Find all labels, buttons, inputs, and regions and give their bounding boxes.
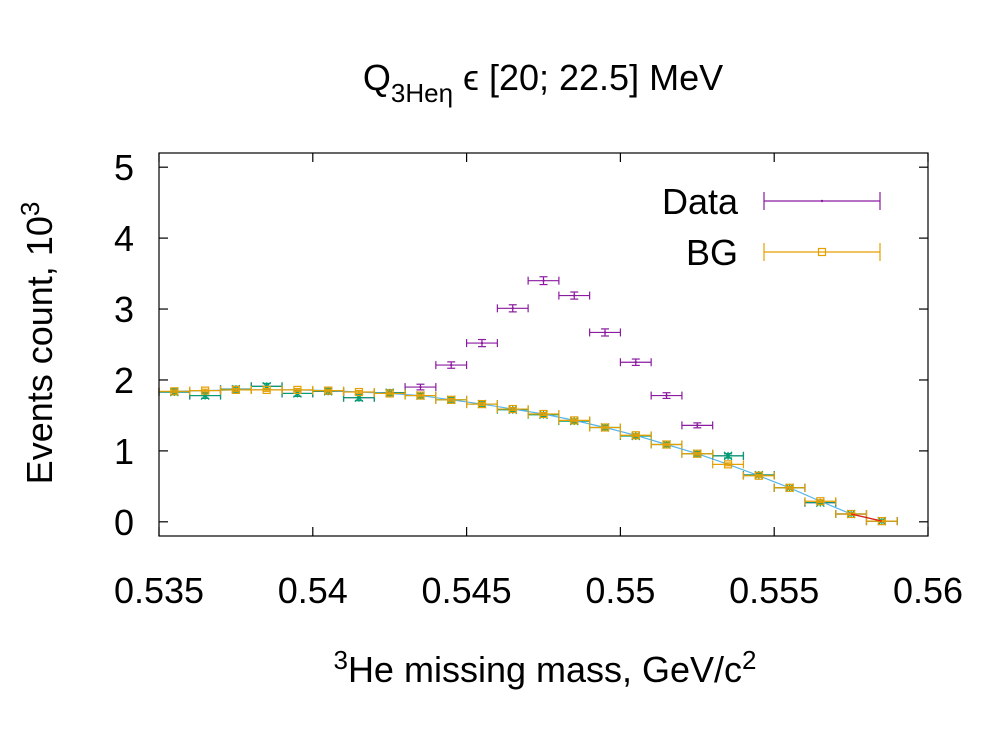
- legend: Data BG: [662, 181, 881, 273]
- signal-fit-point-1: [200, 391, 210, 400]
- y-axis-label-superscript: 3: [15, 202, 45, 216]
- bg-point-8: [416, 391, 425, 400]
- signal-fit-point-6: [354, 393, 364, 403]
- bg-point-22: [846, 509, 856, 519]
- x-tick-label: 0.545: [422, 570, 512, 611]
- fit-tail-line: [850, 513, 882, 522]
- plot-frame: [158, 152, 929, 537]
- y-tick-label: 0: [114, 502, 134, 543]
- bg-point-17: [693, 449, 702, 458]
- bg-point-15: [631, 431, 640, 440]
- x-axis-label-main: He missing mass, GeV/c: [348, 649, 742, 690]
- x-axis-label: 3He missing mass, GeV/c2: [333, 645, 756, 690]
- legend-label-data: Data: [662, 181, 739, 222]
- chart-title-subscript: 3Heη: [391, 78, 453, 108]
- bg-point-11: [508, 404, 517, 414]
- bg-point-23: [877, 517, 886, 526]
- bg-point-10: [477, 399, 487, 409]
- chart-title: Q3Heη ϵ [20; 22.5] MeV: [363, 57, 723, 108]
- x-axis-label-trailing-superscript: 2: [742, 645, 756, 675]
- data-point-15: [634, 361, 637, 364]
- data-point-10: [480, 341, 484, 345]
- bg-point-1: [201, 386, 210, 395]
- x-tick-label: 0.54: [278, 570, 348, 611]
- data-point-9: [450, 363, 453, 367]
- series-fit-tail: [850, 513, 882, 522]
- bg-point-14: [600, 423, 610, 432]
- chart-title-main: Q: [363, 57, 391, 98]
- series-signal-fit: [158, 381, 898, 526]
- bg-point-3: [262, 385, 271, 394]
- bg-point-9: [447, 395, 456, 404]
- data-point-14: [603, 331, 607, 334]
- x-tick-label: 0.555: [729, 570, 819, 611]
- data-point-13: [573, 294, 576, 297]
- legend-marker-data: [820, 199, 824, 203]
- bg-point-7: [385, 389, 394, 398]
- bg-point-2: [231, 385, 240, 394]
- legend-label-bg: BG: [686, 232, 738, 273]
- axis-ticks: 0.535 0.54 0.545 0.55 0.555 0.56 0 1 2 3 4 5: [114, 147, 963, 611]
- bg-point-20: [785, 483, 794, 492]
- x-tick-label: 0.56: [893, 570, 963, 611]
- data-point-12: [542, 279, 545, 282]
- bg-point-5: [324, 386, 333, 395]
- data-point-17: [696, 424, 699, 427]
- data-point-11: [511, 307, 514, 310]
- signal-fit-point-18: [723, 451, 733, 461]
- bg-point-16: [662, 440, 671, 449]
- x-tick-label: 0.535: [114, 570, 204, 611]
- x-tick-label: 0.55: [585, 570, 655, 611]
- bg-point-19: [754, 471, 763, 480]
- bg-point-4: [293, 385, 302, 394]
- y-tick-label: 5: [114, 147, 134, 188]
- data-point-16: [665, 394, 668, 397]
- series-bg: [158, 385, 898, 526]
- bg-point-12: [539, 409, 548, 419]
- y-tick-label: 2: [114, 360, 134, 401]
- bg-point-0: [170, 387, 179, 396]
- x-axis-label-superscript: 3: [333, 645, 347, 675]
- bg-point-6: [354, 387, 364, 397]
- y-tick-label: 1: [114, 431, 134, 472]
- series-layer: [158, 276, 898, 526]
- y-tick-label: 4: [114, 218, 134, 259]
- y-axis-label: Events count, 103: [15, 202, 60, 485]
- chart-title-rest: ϵ [20; 22.5] MeV: [453, 57, 723, 98]
- bg-point-21: [816, 497, 825, 506]
- y-axis-label-main: Events count, 10: [19, 216, 60, 484]
- legend-marker-bg: [817, 247, 827, 257]
- y-tick-label: 3: [114, 289, 134, 330]
- bg-point-13: [570, 416, 579, 425]
- bg-point-18: [723, 460, 733, 469]
- data-point-8: [419, 385, 422, 389]
